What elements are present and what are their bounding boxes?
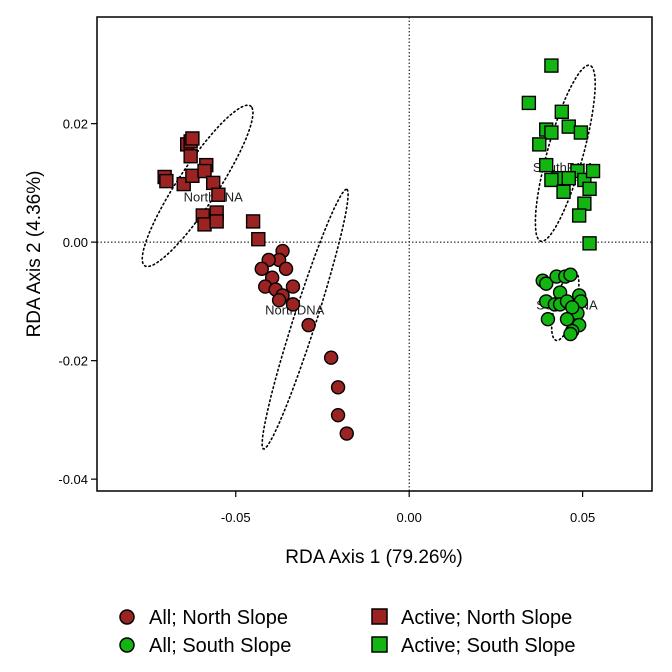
point-circle-south — [565, 300, 580, 315]
legend-circle-north-icon — [119, 609, 135, 625]
legend-item-all-south: All; South Slope — [119, 635, 291, 657]
ellipse-southrna — [534, 64, 597, 243]
legend-circle-south-icon — [119, 637, 135, 653]
point-square-south — [582, 181, 597, 197]
legend-label: Active; South Slope — [401, 635, 576, 657]
point-circle-north — [285, 297, 301, 312]
point-circle-south — [540, 311, 556, 327]
legend-label: Active; North Slope — [401, 607, 572, 629]
point-square-south — [556, 184, 571, 199]
point-circle-north — [339, 426, 354, 441]
y-axis-title: RDA Axis 2 (4.36%) — [24, 171, 45, 338]
point-square-north — [251, 231, 266, 247]
x-axis-ticks: -0.05 0.00 0.05 — [221, 491, 595, 525]
point-circle-south — [563, 326, 578, 342]
x-tick-label: -0.05 — [221, 510, 251, 525]
point-square-north — [211, 187, 226, 202]
point-square-south — [571, 208, 587, 223]
point-circle-north — [330, 380, 346, 395]
point-square-south — [539, 157, 554, 173]
data-points — [157, 58, 601, 441]
legend-item-active-south: Active; South Slope — [371, 635, 576, 657]
y-tick-label: -0.04 — [58, 472, 88, 487]
point-square-south — [573, 125, 589, 140]
y-axis-ticks: -0.04 -0.02 0.00 0.02 — [58, 117, 97, 487]
point-square-south — [521, 95, 537, 111]
ellipse-northdna — [261, 188, 349, 450]
legend-label: All; North Slope — [149, 607, 288, 629]
point-square-north — [185, 168, 200, 183]
point-square-south — [585, 163, 601, 179]
point-square-north — [183, 149, 198, 164]
point-square-north — [159, 173, 174, 189]
ellipse-northrna — [141, 104, 254, 268]
point-square-south — [544, 172, 559, 188]
point-square-south — [577, 196, 592, 211]
legend-item-active-north: Active; North Slope — [371, 607, 572, 629]
y-tick-label: 0.02 — [63, 117, 88, 132]
point-square-north — [197, 217, 212, 232]
y-tick-label: -0.02 — [58, 354, 88, 369]
point-circle-south — [559, 311, 575, 327]
point-circle-north — [285, 279, 301, 294]
point-circle-north — [278, 261, 294, 277]
point-circle-south — [539, 276, 554, 291]
point-circle-north — [301, 317, 316, 333]
x-tick-label: 0.00 — [397, 510, 422, 525]
plot-frame — [96, 16, 653, 492]
point-square-north — [206, 175, 221, 191]
point-square-north — [209, 214, 224, 229]
reference-lines — [97, 17, 652, 491]
legend: All; North Slope All; South Slope Active… — [119, 607, 576, 657]
point-circle-north — [330, 407, 346, 423]
point-square-south — [532, 137, 547, 152]
point-square-south — [561, 119, 576, 134]
point-square-north — [185, 131, 200, 146]
point-square-north — [197, 163, 212, 179]
point-square-south — [582, 236, 597, 251]
x-tick-label: 0.05 — [570, 510, 595, 525]
legend-label: All; South Slope — [149, 635, 291, 657]
point-square-south — [544, 125, 559, 140]
legend-square-north-icon — [371, 608, 388, 625]
legend-item-all-north: All; North Slope — [119, 607, 288, 629]
point-circle-north — [254, 261, 269, 277]
point-circle-south — [563, 267, 578, 282]
point-square-south — [554, 104, 570, 120]
point-square-south — [561, 170, 576, 186]
point-circle-north — [271, 293, 287, 308]
point-circle-north — [323, 350, 339, 365]
point-square-north — [245, 214, 261, 229]
x-axis-title: RDA Axis 1 (79.26%) — [285, 547, 462, 568]
legend-square-south-icon — [371, 636, 388, 653]
point-square-south — [544, 58, 559, 73]
y-tick-label: 0.00 — [63, 235, 88, 250]
